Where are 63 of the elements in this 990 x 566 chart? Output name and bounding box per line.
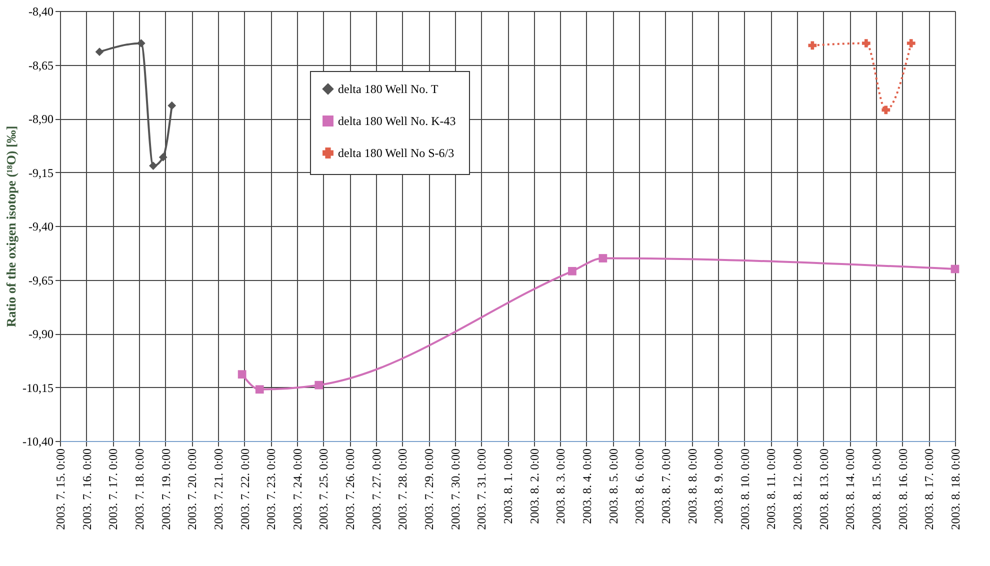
x-tick-label: 2003. 8. 17. 0:00 bbox=[922, 448, 936, 530]
point bbox=[136, 39, 146, 48]
x-tick-label: 2003. 8. 14. 0:00 bbox=[843, 448, 858, 530]
point bbox=[568, 266, 576, 276]
point bbox=[950, 264, 960, 274]
x-tick-label: 2003. 7. 24. 0:00 bbox=[290, 448, 304, 530]
x-tick-label: 2003. 7. 30. 0:00 bbox=[448, 448, 462, 530]
y-tick-label: -9,15 bbox=[28, 166, 54, 180]
y-tick-label: -9,40 bbox=[28, 220, 54, 234]
legend-label: delta 180 Well No S-6/3 bbox=[338, 146, 454, 160]
y-tick-label: -8,90 bbox=[28, 112, 54, 126]
x-tick-label: 2003. 7. 28. 0:00 bbox=[396, 448, 410, 530]
point bbox=[168, 101, 176, 110]
x-tick-label: 2003. 8. 8. 0:00 bbox=[685, 448, 700, 524]
x-tick-label: 2003. 8. 16. 0:00 bbox=[896, 448, 910, 530]
y-tick-label: -9,65 bbox=[28, 273, 54, 288]
x-tick-label: 2003. 7. 15. 0:00 bbox=[54, 448, 68, 530]
x-tick-label: 2003. 7. 27. 0:00 bbox=[369, 448, 384, 530]
y-tick-label: -10,15 bbox=[22, 380, 54, 395]
x-tick-label: 2003. 7. 25. 0:00 bbox=[316, 448, 331, 530]
x-tick-label: 2003. 7. 22. 0:00 bbox=[238, 448, 252, 530]
x-tick-label: 2003. 8. 1. 0:00 bbox=[501, 448, 515, 524]
point bbox=[314, 380, 324, 390]
x-tick-label: 2003. 7. 18. 0:00 bbox=[132, 448, 146, 530]
y-axis-title: Ratio of the oxigen isotope (¹⁸O) [‰] bbox=[4, 126, 19, 328]
point bbox=[808, 41, 817, 50]
x-tick-label: 2003. 7. 31. 0:00 bbox=[474, 448, 489, 530]
point bbox=[95, 48, 104, 56]
x-tick-label: 2003. 8. 10. 0:00 bbox=[738, 448, 752, 530]
x-tick-label: 2003. 8. 15. 0:00 bbox=[870, 448, 884, 530]
legend-label: delta 180 Well No. K-43 bbox=[338, 114, 456, 128]
point bbox=[598, 254, 608, 262]
point bbox=[238, 370, 246, 379]
x-tick-label: 2003. 7. 17. 0:00 bbox=[106, 448, 120, 530]
point bbox=[906, 39, 916, 48]
y-tick-label: -9,90 bbox=[28, 327, 54, 341]
point bbox=[882, 106, 890, 114]
legend-label: delta 180 Well No. T bbox=[338, 82, 439, 96]
x-tick-label: 2003. 7. 23. 0:00 bbox=[264, 448, 278, 530]
x-tick-label: 2003. 7. 29. 0:00 bbox=[422, 448, 436, 530]
x-tick-label: 2003. 7. 19. 0:00 bbox=[158, 448, 173, 530]
x-tick-label: 2003. 7. 21. 0:00 bbox=[211, 448, 226, 530]
point bbox=[158, 153, 168, 162]
x-tick-label: 2003. 8. 2. 0:00 bbox=[527, 448, 542, 524]
x-tick-label: 2003. 8. 3. 0:00 bbox=[554, 448, 568, 524]
y-tick-label: -8,65 bbox=[28, 58, 54, 72]
x-tick-label: 2003. 8. 12. 0:00 bbox=[790, 448, 805, 530]
point bbox=[255, 385, 264, 394]
x-tick-label: 2003. 7. 20. 0:00 bbox=[185, 448, 200, 530]
point bbox=[149, 162, 158, 170]
x-tick-label: 2003. 8. 7. 0:00 bbox=[658, 448, 673, 524]
x-tick-label: 2003. 7. 26. 0:00 bbox=[343, 448, 358, 530]
y-tick-label: -8,40 bbox=[28, 4, 54, 18]
x-tick-label: 2003. 8. 18. 0:00 bbox=[948, 448, 962, 530]
x-tick-label: 2003. 8. 13. 0:00 bbox=[816, 448, 831, 530]
x-tick-label: 2003. 8. 5. 0:00 bbox=[606, 448, 620, 524]
x-tick-label: 2003. 8. 6. 0:00 bbox=[632, 448, 647, 524]
point bbox=[862, 39, 870, 48]
x-tick-label: 2003. 8. 4. 0:00 bbox=[580, 448, 594, 524]
x-tick-label: 2003. 8. 9. 0:00 bbox=[712, 448, 726, 524]
x-tick-label: 2003. 7. 16. 0:00 bbox=[80, 448, 94, 530]
y-tick-label: -10,40 bbox=[22, 434, 54, 448]
x-tick-label: 2003. 8. 11. 0:00 bbox=[764, 448, 778, 530]
